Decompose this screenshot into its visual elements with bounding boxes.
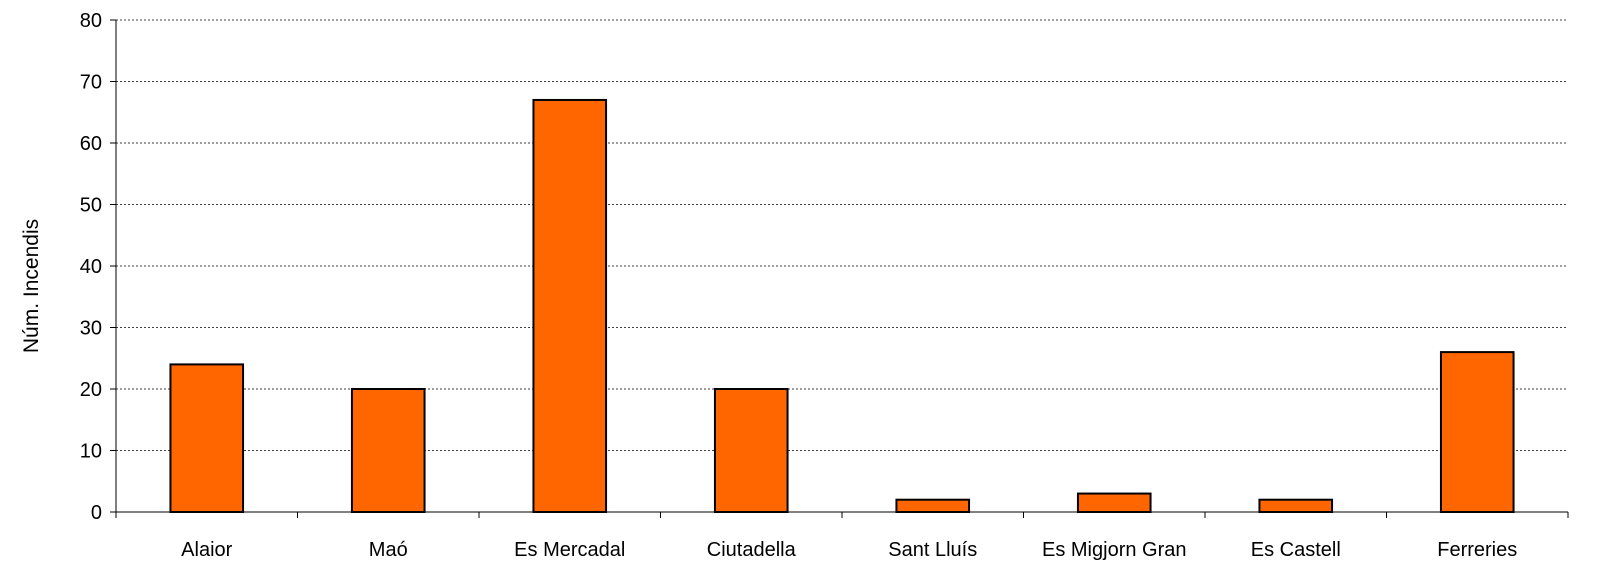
y-tick-label: 0 bbox=[91, 502, 102, 524]
y-tick-label: 20 bbox=[80, 379, 102, 401]
y-tick-label: 70 bbox=[80, 72, 102, 94]
y-tick-label: 50 bbox=[80, 195, 102, 217]
y-tick-label: 60 bbox=[80, 133, 102, 155]
x-tick-labels: Alaior Maó Es Mercadal Ciutadella Sant Lluís… bbox=[181, 539, 1517, 561]
x-tick-label: Ciutadella bbox=[707, 539, 797, 561]
gridlines bbox=[116, 19, 1568, 451]
bar-es-mercadal bbox=[532, 98, 608, 513]
x-tick-label: Alaior bbox=[181, 539, 232, 561]
x-tick-label: Sant Lluís bbox=[888, 539, 977, 561]
x-tick-label: Maó bbox=[369, 539, 408, 561]
y-tick-label: 40 bbox=[80, 256, 102, 278]
x-tick-label: Es Mercadal bbox=[514, 539, 625, 561]
bar-ma- bbox=[350, 388, 426, 513]
bar-ciutadella bbox=[713, 388, 789, 513]
bar-es-castell bbox=[1258, 498, 1334, 514]
y-tick-label: 30 bbox=[80, 318, 102, 340]
bar-ferreries bbox=[1439, 351, 1515, 513]
x-tick-label: Es Migjorn Gran bbox=[1042, 539, 1187, 561]
y-axis-label: Núm. Incendis bbox=[20, 219, 43, 353]
x-tick-label: Ferreries bbox=[1437, 539, 1517, 561]
bar-es-migjorn-gran bbox=[1076, 492, 1152, 513]
y-tick-label: 10 bbox=[80, 441, 102, 463]
y-tick-label: 80 bbox=[80, 10, 102, 32]
y-tick-labels: 0 10 20 30 40 50 60 70 80 bbox=[80, 10, 102, 524]
bar-sant-llu-s bbox=[895, 498, 971, 514]
x-tick-label: Es Castell bbox=[1251, 539, 1341, 561]
axes bbox=[110, 19, 1569, 518]
bars bbox=[169, 98, 1515, 514]
bar-alaior bbox=[169, 363, 245, 513]
